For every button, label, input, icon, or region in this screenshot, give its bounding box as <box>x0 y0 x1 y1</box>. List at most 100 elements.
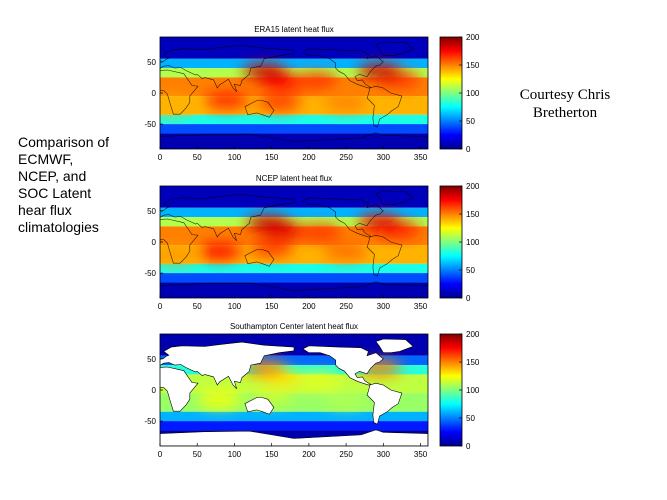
y-tick-label: -50 <box>144 417 156 426</box>
colorbar-tick-label: 0 <box>466 442 471 451</box>
flux-band <box>160 207 428 218</box>
colorbar-tick-label: 100 <box>466 238 480 247</box>
credit-line: Courtesy Chris <box>519 87 611 103</box>
x-tick-label: 100 <box>228 450 242 459</box>
flux-hotspot <box>257 94 302 111</box>
caption-line: SOC Latent <box>18 185 92 201</box>
continent-outline <box>302 197 384 238</box>
x-tick-label: 50 <box>193 153 202 162</box>
flux-hotspot <box>160 246 197 263</box>
flux-hotspot <box>197 391 242 408</box>
caption-line: ECMWF, <box>18 151 74 167</box>
x-tick-label: 100 <box>228 153 242 162</box>
x-tick-label: 350 <box>414 302 428 311</box>
x-tick-label: 250 <box>339 153 353 162</box>
x-tick-label: 150 <box>265 153 279 162</box>
flux-band <box>160 365 428 375</box>
continent-outline <box>160 429 428 446</box>
continent-outline <box>244 249 275 267</box>
y-tick-label: 50 <box>147 207 156 216</box>
y-tick-label: 50 <box>147 355 156 364</box>
flux-hotspot <box>357 63 402 80</box>
colorbar-tick-label: 50 <box>466 414 475 423</box>
flux-hotspot <box>294 72 339 89</box>
y-tick-label: -50 <box>144 120 156 129</box>
flux-hotspot <box>205 92 249 109</box>
colorbar-tick-label: 200 <box>466 330 480 339</box>
y-tick-label: 0 <box>152 238 157 247</box>
flux-hotspot <box>197 243 242 260</box>
caption-line: hear flux <box>18 202 72 218</box>
heatmap-panel: Southampton Center latent heat flux 0 50 10… <box>144 322 479 459</box>
flux-band <box>160 355 428 366</box>
continent-outline <box>366 85 403 128</box>
flux-band <box>160 68 428 78</box>
continent-outline <box>160 281 428 298</box>
flux-band <box>160 411 428 422</box>
flux-band <box>160 217 428 227</box>
heatmap-field <box>160 334 428 446</box>
x-tick-label: 200 <box>302 450 316 459</box>
continent-outline <box>160 44 295 93</box>
continent-outline <box>160 218 199 264</box>
flux-hotspot <box>324 243 369 260</box>
colorbar <box>439 36 463 150</box>
continent-outline <box>160 132 428 149</box>
continent-outlines <box>160 338 428 446</box>
continent-outline <box>244 397 275 415</box>
credit: Courtesy Chris Bretherton <box>500 86 630 122</box>
caption-line: Comparison of <box>18 134 110 150</box>
x-tick-label: 0 <box>158 153 163 162</box>
continent-outline <box>302 345 384 386</box>
x-tick-label: 350 <box>414 153 428 162</box>
continent-outline <box>366 382 403 425</box>
x-tick-label: 50 <box>193 450 202 459</box>
x-tick-label: 200 <box>302 153 316 162</box>
continent-outline <box>302 48 384 89</box>
x-tick-label: 350 <box>414 450 428 459</box>
caption-line: climatologies <box>18 219 99 235</box>
heatmap-panel: ERA15 latent heat flux 0 50 100 150 200 250 300… <box>144 25 479 162</box>
flux-hotspot <box>324 94 369 111</box>
y-tick-label: 50 <box>147 58 156 67</box>
continent-outline <box>375 190 414 205</box>
x-tick-label: 200 <box>302 302 316 311</box>
flux-band <box>160 37 428 59</box>
flux-band <box>160 421 428 431</box>
flux-band <box>160 124 428 134</box>
colorbar-tick-label: 0 <box>466 294 471 303</box>
flux-band <box>160 273 428 283</box>
x-tick-label: 300 <box>377 302 391 311</box>
side-caption: Comparison of ECMWF, NCEP, and SOC Laten… <box>18 134 148 236</box>
continent-outline <box>244 100 275 118</box>
x-tick-label: 0 <box>158 302 163 311</box>
flux-hotspot <box>324 391 369 408</box>
x-tick-label: 150 <box>265 302 279 311</box>
flux-band <box>160 114 428 125</box>
flux-band <box>160 186 428 208</box>
continent-outline <box>160 341 295 390</box>
colorbar-tick-label: 100 <box>466 89 480 98</box>
flux-hotspot <box>242 63 287 80</box>
colorbar-tick-label: 150 <box>466 358 480 367</box>
flux-band <box>160 263 428 274</box>
chart-title: NCEP latent heat flux <box>256 174 332 183</box>
y-tick-label: 0 <box>152 386 157 395</box>
continent-outline <box>160 366 199 412</box>
x-tick-label: 50 <box>193 302 202 311</box>
flux-hotspot <box>298 372 343 389</box>
colorbar <box>439 185 463 299</box>
continent-outlines <box>160 41 428 149</box>
x-tick-label: 300 <box>377 450 391 459</box>
flux-hotspot <box>245 215 290 232</box>
heatmap-field <box>160 37 428 149</box>
continent-outline <box>375 41 414 57</box>
credit-line: Bretherton <box>532 105 598 121</box>
colorbar-tick-label: 100 <box>466 386 480 395</box>
continent-outline <box>160 69 199 115</box>
continent-outline <box>375 338 414 354</box>
x-tick-label: 150 <box>265 450 279 459</box>
colorbar-tick-label: 50 <box>466 266 475 275</box>
colorbar-tick-label: 200 <box>466 33 480 42</box>
